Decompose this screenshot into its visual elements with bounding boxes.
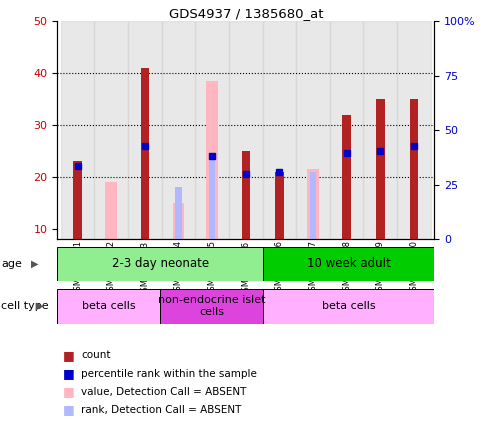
Text: ■: ■ [62, 367, 74, 380]
Bar [105, 182, 117, 239]
Bar [263, 289, 434, 324]
Text: cell type: cell type [1, 301, 48, 311]
Bar [307, 169, 319, 239]
Bar [242, 151, 250, 239]
Bar [342, 115, 351, 239]
Text: age: age [1, 259, 22, 269]
Text: 2-3 day neonate: 2-3 day neonate [112, 258, 209, 270]
Text: 10 week adult: 10 week adult [306, 258, 390, 270]
Text: rank, Detection Call = ABSENT: rank, Detection Call = ABSENT [81, 405, 242, 415]
Bar [263, 247, 434, 281]
Bar [57, 289, 160, 324]
Bar [229, 21, 262, 239]
Text: ■: ■ [62, 385, 74, 398]
Bar [128, 21, 162, 239]
Bar [397, 21, 431, 239]
Text: beta cells: beta cells [322, 301, 375, 311]
Bar [330, 21, 363, 239]
Text: ■: ■ [62, 349, 74, 362]
Text: value, Detection Call = ABSENT: value, Detection Call = ABSENT [81, 387, 247, 397]
Bar [195, 21, 229, 239]
Text: beta cells: beta cells [82, 301, 136, 311]
Text: ▶: ▶ [36, 301, 44, 311]
Bar [206, 81, 218, 239]
Bar [275, 172, 283, 239]
Bar [262, 21, 296, 239]
Bar [310, 172, 316, 239]
Bar [363, 21, 397, 239]
Bar [94, 21, 128, 239]
Bar [57, 247, 263, 281]
Text: ▶: ▶ [31, 259, 38, 269]
Bar [162, 21, 195, 239]
Bar [173, 203, 184, 239]
Text: percentile rank within the sample: percentile rank within the sample [81, 368, 257, 379]
Bar [176, 187, 182, 239]
Text: ■: ■ [62, 404, 74, 416]
Text: non-endocrine islet
cells: non-endocrine islet cells [158, 295, 265, 317]
Bar [141, 68, 149, 239]
Bar [209, 154, 215, 239]
Title: GDS4937 / 1385680_at: GDS4937 / 1385680_at [169, 7, 323, 20]
Text: count: count [81, 350, 111, 360]
Bar [73, 161, 82, 239]
Bar [410, 99, 418, 239]
Bar [160, 289, 263, 324]
Bar [376, 99, 385, 239]
Bar [296, 21, 330, 239]
Bar [61, 21, 94, 239]
